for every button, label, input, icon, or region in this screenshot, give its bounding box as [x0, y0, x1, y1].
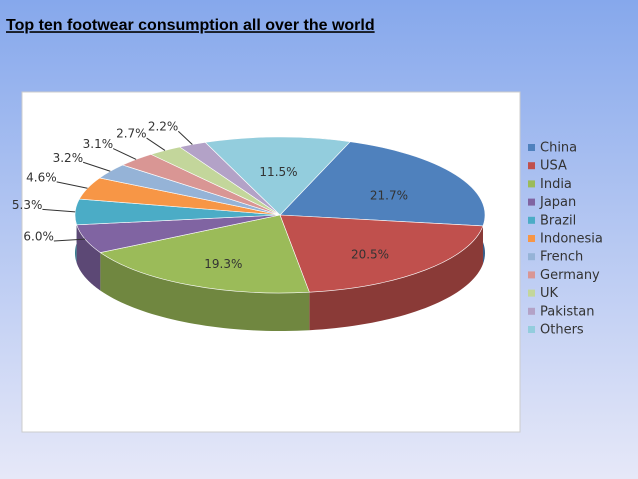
slide-title: Top ten footwear consumption all over th…	[6, 17, 375, 34]
legend-label: USA	[540, 159, 567, 174]
slice	[99, 214, 310, 294]
data-label: 6.0%	[23, 230, 54, 244]
legend-swatch	[528, 271, 535, 279]
legend-label: Indonesia	[540, 232, 603, 247]
slice	[204, 136, 351, 216]
legend-label: Pakistan	[540, 304, 594, 319]
slice	[279, 214, 484, 293]
data-label: 2.7%	[116, 127, 147, 141]
slice-side	[76, 224, 101, 291]
legend-label: Others	[540, 323, 584, 338]
legend-swatch	[528, 180, 535, 188]
data-label: 19.3%	[204, 257, 242, 271]
legend-label: Brazil	[540, 213, 576, 228]
leader-line	[112, 148, 137, 160]
leader-line	[146, 137, 166, 151]
leader-line	[177, 130, 193, 145]
leader-line	[82, 161, 111, 172]
legend-swatch	[528, 216, 535, 224]
data-label: 11.5%	[259, 165, 297, 179]
data-label: 20.5%	[351, 248, 389, 262]
legend-label: UK	[540, 286, 559, 301]
slice	[279, 141, 486, 227]
leader-line	[56, 181, 88, 189]
data-label: 2.2%	[148, 120, 179, 134]
legend-label: French	[540, 250, 583, 265]
legend-label: Japan	[539, 195, 576, 210]
data-label: 4.6%	[26, 170, 57, 184]
legend-swatch	[528, 289, 535, 297]
data-label: 3.1%	[83, 137, 114, 151]
leader-line	[53, 238, 86, 242]
legend-swatch	[528, 162, 535, 170]
legend-swatch	[528, 253, 535, 261]
legend-swatch	[528, 326, 535, 333]
data-label: 3.2%	[53, 151, 84, 165]
slice-side	[100, 252, 310, 331]
legend-swatch	[528, 307, 535, 315]
legend-label: China	[540, 141, 577, 156]
leader-line	[42, 208, 76, 213]
data-label: 21.7%	[370, 189, 408, 203]
legend-swatch	[528, 235, 535, 242]
legend-swatch	[528, 144, 535, 151]
legend-swatch	[528, 198, 535, 206]
slice-side	[309, 225, 483, 331]
legend-label: Germany	[540, 268, 600, 283]
data-label: 5.3%	[12, 198, 43, 212]
legend-label: India	[540, 177, 572, 192]
